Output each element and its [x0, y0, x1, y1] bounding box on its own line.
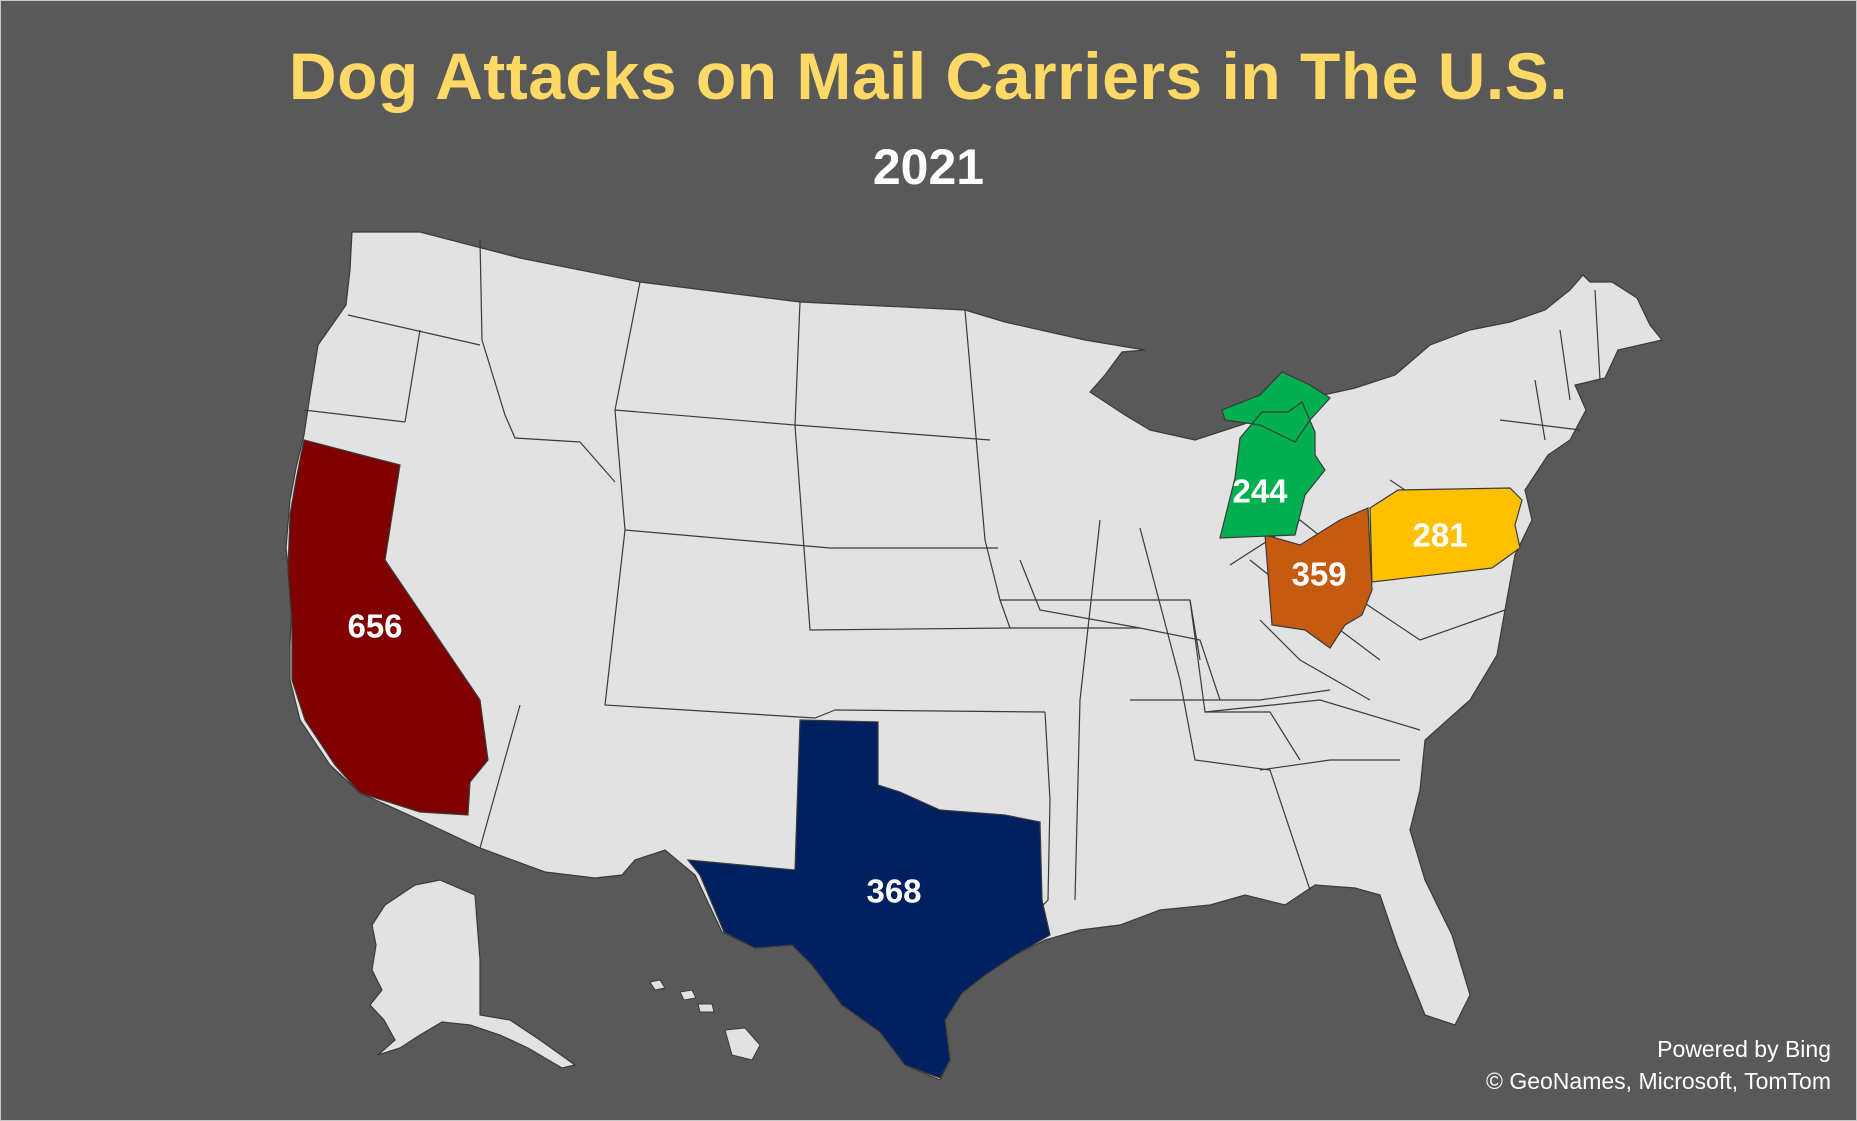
map-subtitle: 2021 — [872, 139, 985, 195]
value-label-pennsylvania: 281 — [1412, 517, 1467, 554]
map-credits: Powered by Bing © GeoNames, Microsoft, T… — [1486, 1033, 1831, 1097]
credit-copyright: © GeoNames, Microsoft, TomTom — [1486, 1068, 1831, 1094]
state-texas[interactable] — [686, 719, 1051, 1079]
hawaii — [649, 979, 761, 1061]
state-ohio[interactable] — [1264, 507, 1373, 649]
value-label-ohio: 359 — [1291, 556, 1346, 593]
map-title: Dog Attacks on Mail Carriers in The U.S. — [288, 39, 1569, 113]
state-pennsylvania[interactable] — [1369, 487, 1523, 583]
value-label-california: 656 — [347, 608, 402, 645]
state-california[interactable] — [287, 439, 489, 816]
credit-powered-by: Powered by Bing — [1657, 1036, 1831, 1062]
value-label-michigan: 244 — [1232, 473, 1288, 510]
state-michigan[interactable] — [1219, 371, 1331, 539]
value-label-texas: 368 — [866, 873, 921, 910]
alaska — [369, 879, 577, 1069]
